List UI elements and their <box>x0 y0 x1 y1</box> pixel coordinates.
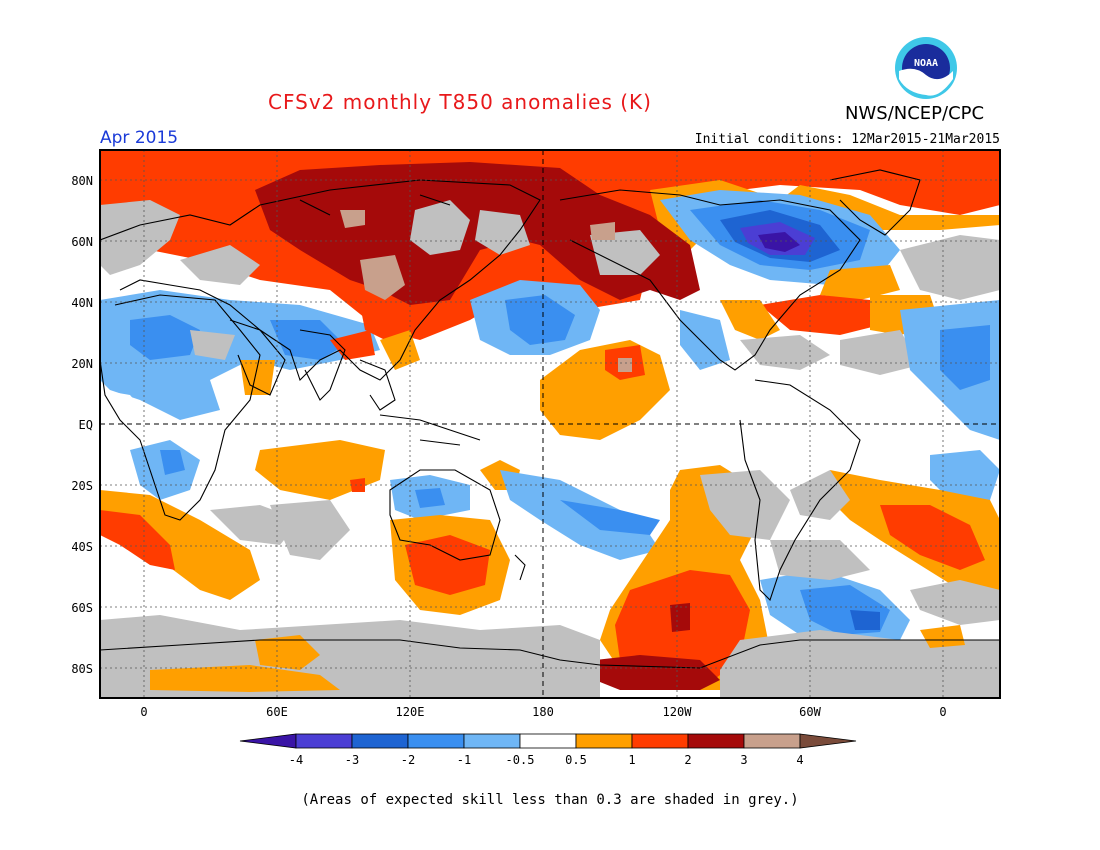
colorbar-tick-label: 1 <box>628 753 635 767</box>
colorbar-tick-label: -1 <box>457 753 471 767</box>
coastlines <box>100 169 1000 669</box>
forecast-month: Apr 2015 <box>100 128 179 148</box>
map-frame <box>99 149 1001 699</box>
lon-label: 60E <box>266 705 288 719</box>
colorbar-cell <box>687 733 745 749</box>
organization-label: NWS/NCEP/CPC <box>845 103 985 124</box>
lat-label: 60S <box>71 601 93 615</box>
skill-caption: (Areas of expected skill less than 0.3 a… <box>301 792 799 808</box>
colorbar-tick-label: 0.5 <box>565 753 587 767</box>
colorbar-tick-label: 4 <box>796 753 803 767</box>
lon-label: 0 <box>939 705 946 719</box>
colorbar-cell <box>519 733 577 749</box>
logo-text: NOAA <box>914 58 938 69</box>
colorbar-cell <box>351 733 409 749</box>
colorbar-cell <box>743 733 801 749</box>
colorbar-arrow-high <box>799 733 857 749</box>
lon-label: 60W <box>799 705 821 719</box>
colorbar-cell <box>463 733 521 749</box>
lat-label: 20N <box>71 357 93 371</box>
lon-label: 120E <box>396 705 425 719</box>
colorbar-cell <box>575 733 633 749</box>
anomaly-map: 80N 60N 40N 20N EQ 20S 40S 60S 80S 0 60E… <box>71 149 1001 719</box>
colorbar-tick-label: 3 <box>740 753 747 767</box>
lat-axis: 80N 60N 40N 20N EQ 20S 40S 60S 80S <box>71 174 93 676</box>
lat-label: 80N <box>71 174 93 188</box>
colorbar-tick-label: -2 <box>401 753 415 767</box>
map-title: CFSv2 monthly T850 anomalies (K) <box>268 90 652 114</box>
lat-label: 40S <box>71 540 93 554</box>
colorbar-cell <box>407 733 465 749</box>
lat-label: 40N <box>71 296 93 310</box>
lon-label: 120W <box>663 705 693 719</box>
lat-label: 80S <box>71 662 93 676</box>
colorbar-tick-label: -4 <box>289 753 303 767</box>
colorbar-cell <box>295 733 353 749</box>
lat-label: 60N <box>71 235 93 249</box>
lat-label: EQ <box>79 418 93 432</box>
lon-label: 180 <box>532 705 554 719</box>
lon-axis: 0 60E 120E 180 120W 60W 0 <box>140 705 946 719</box>
colorbar-cell <box>631 733 689 749</box>
lon-label: 0 <box>140 705 147 719</box>
colorbar-tick-label: -3 <box>345 753 359 767</box>
colorbar-tick-label: 2 <box>684 753 691 767</box>
lat-label: 20S <box>71 479 93 493</box>
initial-conditions: Initial conditions: 12Mar2015-21Mar2015 <box>694 132 1000 147</box>
colorbar-tick-label: -0.5 <box>506 753 535 767</box>
colorbar-arrow-low <box>239 733 297 749</box>
colorbar: -4 -3 -2 -1 -0.5 0.5 1 2 3 4 <box>239 733 857 767</box>
noaa-logo: NOAA <box>893 35 959 101</box>
